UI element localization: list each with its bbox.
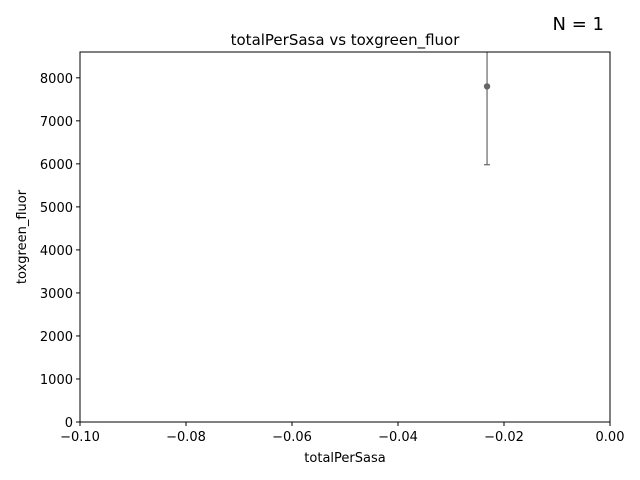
- y-tick-label: 2000: [40, 330, 73, 345]
- x-axis-ticks: −0.10 −0.08 −0.06 −0.04 −0.02 0.00: [60, 422, 624, 445]
- x-axis-label: totalPerSasa: [304, 451, 385, 466]
- x-tick-label: −0.06: [272, 430, 312, 445]
- y-tick-label: 5000: [40, 201, 73, 216]
- y-tick-label: 3000: [40, 287, 73, 302]
- y-axis-label: toxgreen_fluor: [15, 189, 30, 284]
- y-tick-label: 8000: [40, 72, 73, 87]
- y-tick-label: 1000: [40, 373, 73, 388]
- chart-title: totalPerSasa vs toxgreen_fluor: [231, 31, 461, 50]
- x-tick-label: −0.10: [60, 430, 100, 445]
- x-tick-label: −0.08: [166, 430, 206, 445]
- y-tick-label: 4000: [40, 244, 73, 259]
- plot-area: [80, 52, 610, 422]
- y-tick-label: 7000: [40, 115, 73, 130]
- x-tick-label: 0.00: [596, 430, 625, 445]
- y-axis-ticks: 0 1000 2000 3000 4000 5000 6000 7000 8000: [40, 72, 80, 431]
- data-marks: [483, 52, 491, 166]
- data-point: [483, 83, 491, 90]
- x-tick-label: −0.04: [378, 430, 418, 445]
- plot-frame: [79, 51, 611, 423]
- sample-count-annotation: N = 1: [553, 14, 604, 35]
- x-tick-label: −0.02: [484, 430, 524, 445]
- y-tick-label: 0: [65, 416, 73, 431]
- y-tick-label: 6000: [40, 158, 73, 173]
